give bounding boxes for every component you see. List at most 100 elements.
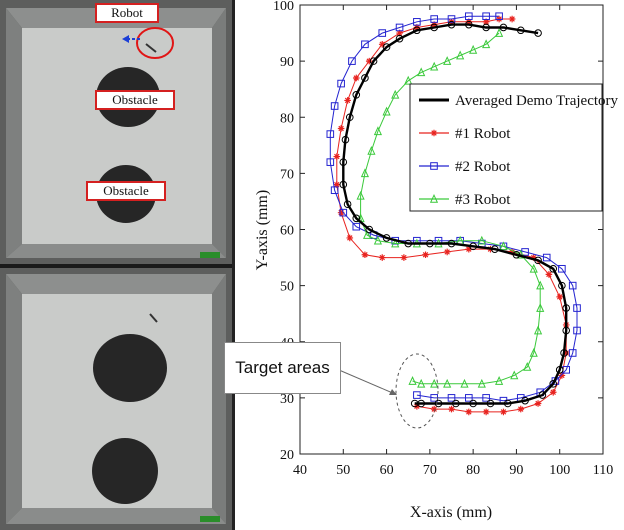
arena-top — [0, 0, 232, 264]
data-point — [361, 74, 369, 82]
data-point — [558, 264, 566, 273]
trajectory-chart: 4050607080901001102030405060708090100 Av… — [254, 0, 619, 521]
data-point — [365, 57, 373, 65]
data-point — [556, 293, 564, 301]
data-point — [536, 303, 545, 312]
data-point — [434, 399, 443, 408]
x-tick-label: 100 — [549, 463, 570, 478]
data-point — [410, 399, 419, 408]
data-point — [523, 362, 532, 371]
data-point — [443, 378, 452, 388]
data-point — [422, 251, 429, 259]
camera-view-top: Robot Obstacle Obstacle — [0, 0, 232, 264]
data-point — [521, 396, 529, 405]
data-point — [391, 89, 400, 99]
data-point — [477, 378, 486, 388]
x-tick-label: 70 — [423, 463, 437, 478]
data-point — [549, 388, 557, 396]
series-0 — [339, 20, 571, 408]
data-point — [495, 28, 504, 37]
data-point — [482, 12, 490, 21]
data-point — [378, 29, 387, 37]
data-point — [534, 400, 542, 407]
data-point — [413, 391, 421, 399]
data-point — [361, 40, 369, 49]
data-point — [373, 235, 382, 245]
data-point — [534, 29, 542, 37]
data-point — [516, 26, 525, 35]
data-point — [391, 238, 400, 248]
data-point — [562, 349, 570, 357]
data-point — [408, 376, 417, 385]
data-point — [367, 145, 376, 155]
data-point — [430, 378, 439, 388]
legend: Averaged Demo Trajectory #1 Robot #2 Robot… — [409, 83, 619, 212]
data-point — [555, 366, 564, 374]
data-point — [382, 106, 391, 116]
camera-view-bottom — [0, 268, 232, 530]
data-point — [573, 326, 581, 335]
y-axis-label: Y-axis (mm) — [254, 190, 271, 270]
obstacle-label-2: Obstacle — [86, 181, 166, 201]
data-point — [482, 18, 490, 26]
data-point — [417, 67, 426, 77]
plot-area — [299, 4, 604, 455]
data-point — [558, 281, 566, 290]
data-point — [486, 399, 495, 408]
data-point — [533, 325, 543, 335]
data-point — [530, 254, 538, 261]
data-point — [482, 408, 490, 416]
x-tick-label: 60 — [380, 463, 394, 478]
data-point — [369, 57, 378, 65]
data-point — [549, 380, 558, 388]
data-point — [560, 349, 568, 357]
data-point — [404, 75, 413, 85]
data-point — [465, 12, 473, 21]
data-point — [545, 271, 553, 278]
panel-divider — [0, 264, 232, 268]
data-point — [417, 378, 426, 388]
legend-marker — [430, 162, 438, 170]
data-point — [573, 304, 581, 312]
data-point — [339, 180, 348, 189]
data-point — [382, 234, 391, 242]
data-point — [447, 20, 456, 29]
y-tick-label: 60 — [280, 224, 294, 239]
data-point — [549, 264, 558, 273]
y-tick-label: 50 — [280, 280, 294, 295]
data-point — [361, 251, 369, 259]
data-point — [521, 248, 529, 256]
data-point — [339, 158, 348, 166]
data-point — [503, 399, 512, 408]
data-point — [500, 408, 507, 416]
data-point — [538, 391, 547, 399]
data-point — [465, 20, 473, 29]
legend-label: #1 Robot — [455, 126, 511, 142]
data-point — [499, 241, 508, 251]
data-point — [363, 230, 372, 239]
data-point — [345, 113, 354, 122]
data-point — [339, 208, 348, 217]
series-line — [336, 18, 567, 413]
data-point — [326, 158, 335, 166]
legend-box — [409, 83, 603, 212]
callout-arrow-line — [338, 369, 396, 395]
data-point — [396, 29, 403, 37]
data-point — [373, 126, 382, 136]
data-point — [337, 209, 345, 216]
data-point — [447, 15, 456, 23]
figure-divider — [232, 0, 235, 530]
data-point — [510, 370, 519, 380]
data-point — [326, 130, 335, 138]
data-point — [352, 91, 361, 99]
arena-bottom — [0, 268, 232, 530]
data-point — [512, 250, 521, 259]
data-point — [465, 394, 473, 402]
data-point — [568, 281, 577, 290]
data-point — [465, 245, 473, 253]
data-point — [443, 56, 452, 65]
data-point — [517, 405, 525, 413]
data-point — [456, 50, 465, 60]
y-tick-label: 100 — [273, 0, 294, 14]
data-point — [562, 304, 571, 312]
